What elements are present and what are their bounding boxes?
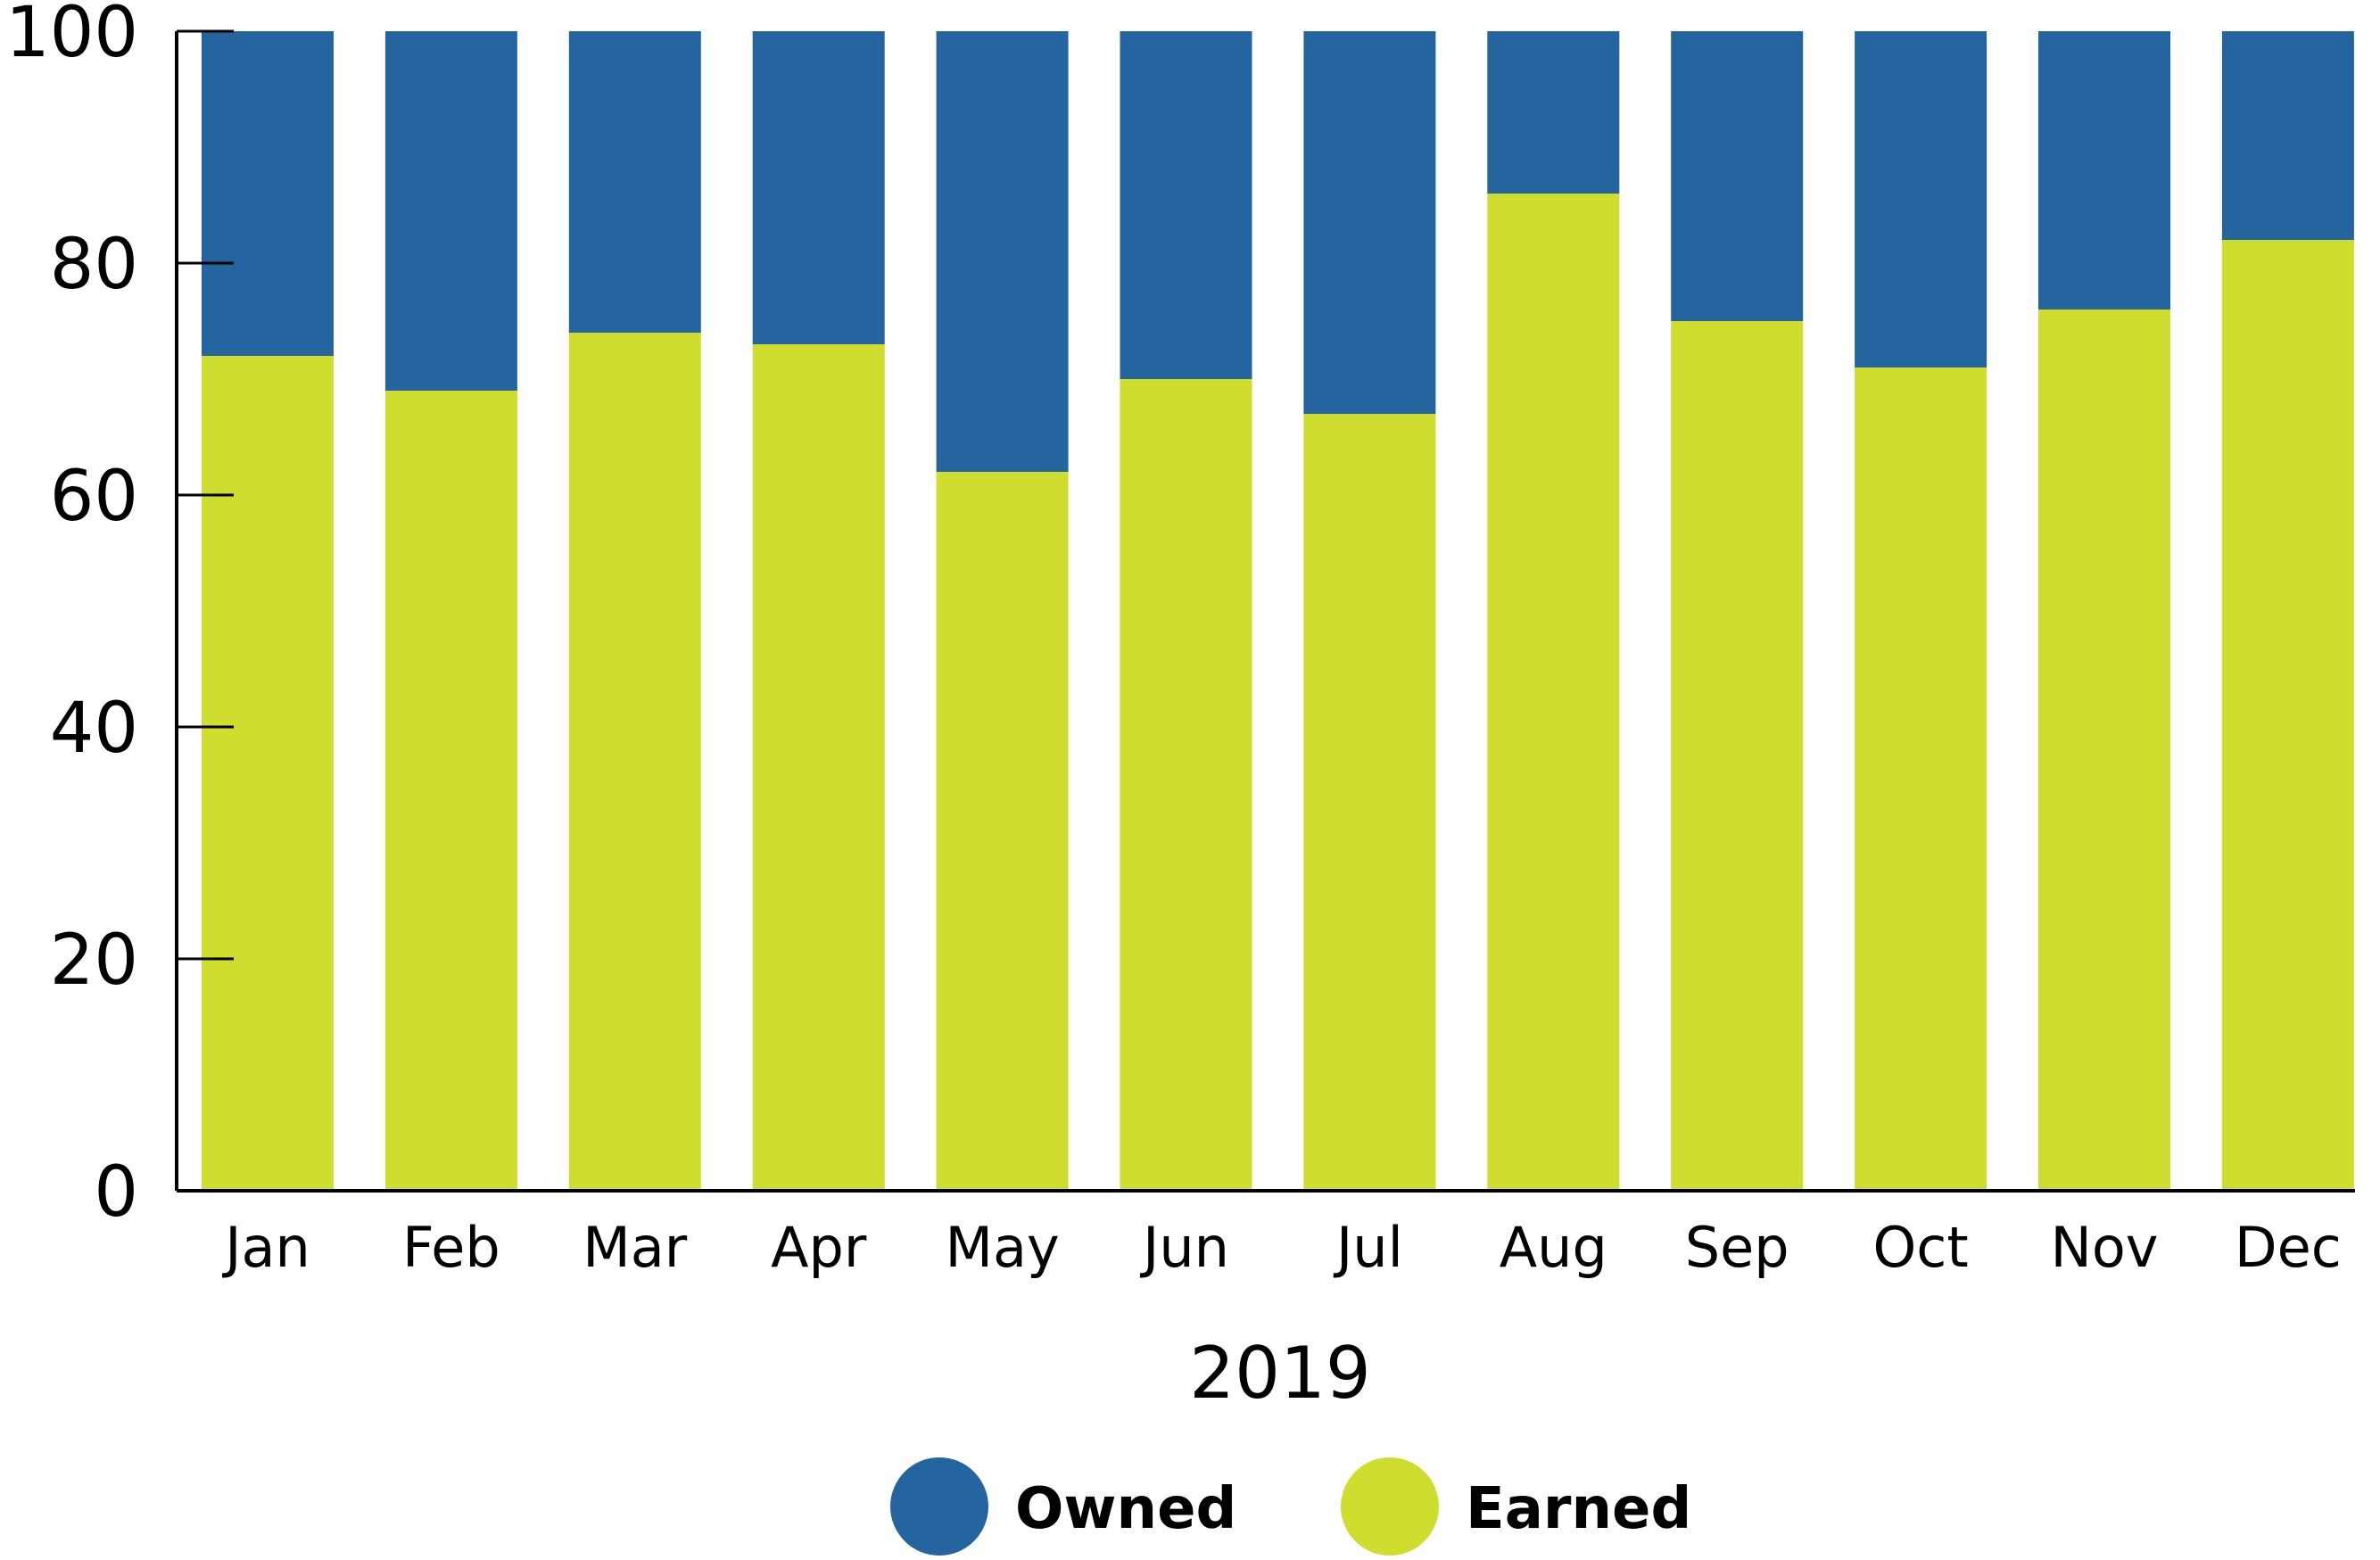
y-tick-label-60: 60 [50, 457, 138, 537]
bar-owned-feb [384, 31, 517, 391]
bar-owned-nov [2038, 31, 2170, 310]
legend-swatch-owned [890, 1457, 988, 1556]
bar-earned-may [936, 472, 1069, 1191]
bar-owned-jul [1303, 31, 1436, 414]
bar-owned-jan [202, 31, 334, 356]
bar-owned-jun [1120, 31, 1252, 379]
bar-earned-oct [1855, 367, 1987, 1191]
axes-layer [175, 29, 2355, 1193]
legend-label-owned: Owned [1015, 1476, 1236, 1542]
y-tick-label-40: 40 [50, 689, 138, 769]
legend-swatch-earned [1341, 1457, 1439, 1556]
bar-owned-apr [752, 31, 885, 344]
legend-item-earned: Earned [1341, 1457, 1691, 1556]
bar-owned-dec [2221, 31, 2354, 240]
legend: Owned Earned [890, 1457, 1691, 1556]
y-tick-label-20: 20 [50, 920, 138, 1001]
bar-earned-sep [1671, 321, 1804, 1191]
bar-owned-aug [1487, 31, 1620, 194]
bar-earned-apr [752, 344, 885, 1191]
x-tick-label-aug: Aug [1500, 1215, 1607, 1280]
bars-layer [202, 31, 2354, 1191]
y-tick-label-80: 80 [50, 225, 138, 305]
bar-owned-sep [1671, 31, 1804, 321]
x-tick-label-may: May [946, 1215, 1060, 1280]
x-tick-label-jun: Jun [1139, 1215, 1229, 1280]
bar-owned-oct [1855, 31, 1987, 367]
x-tick-label-nov: Nov [2050, 1215, 2158, 1280]
bar-earned-nov [2038, 310, 2170, 1191]
bar-earned-jul [1303, 414, 1436, 1191]
bar-earned-dec [2221, 240, 2354, 1191]
y-tick-label-100: 100 [5, 0, 138, 73]
legend-item-owned: Owned [890, 1457, 1236, 1556]
x-tick-label-jan: Jan [221, 1215, 310, 1280]
x-tick-label-oct: Oct [1872, 1215, 1968, 1280]
y-tick-label-0: 0 [94, 1152, 138, 1233]
x-tick-label-mar: Mar [583, 1215, 687, 1280]
legend-label-earned: Earned [1466, 1476, 1691, 1542]
x-tick-label-jul: Jul [1333, 1215, 1403, 1280]
x-axis-title: 2019 [1189, 1332, 1371, 1415]
x-tick-label-dec: Dec [2235, 1215, 2342, 1280]
bar-earned-jun [1120, 379, 1252, 1191]
bar-earned-jan [202, 356, 334, 1191]
bar-owned-mar [568, 31, 701, 333]
bar-owned-may [936, 31, 1069, 472]
bar-earned-feb [384, 391, 517, 1191]
x-tick-label-feb: Feb [402, 1215, 500, 1280]
bar-earned-aug [1487, 194, 1620, 1191]
x-tick-label-apr: Apr [771, 1215, 867, 1280]
ticks-layer: Jan Feb Mar Apr May Jun Jul Aug Sep Oct Nov Dec 0 20 4… [5, 0, 2342, 1280]
x-tick-label-sep: Sep [1685, 1215, 1789, 1280]
bar-earned-mar [568, 333, 701, 1191]
